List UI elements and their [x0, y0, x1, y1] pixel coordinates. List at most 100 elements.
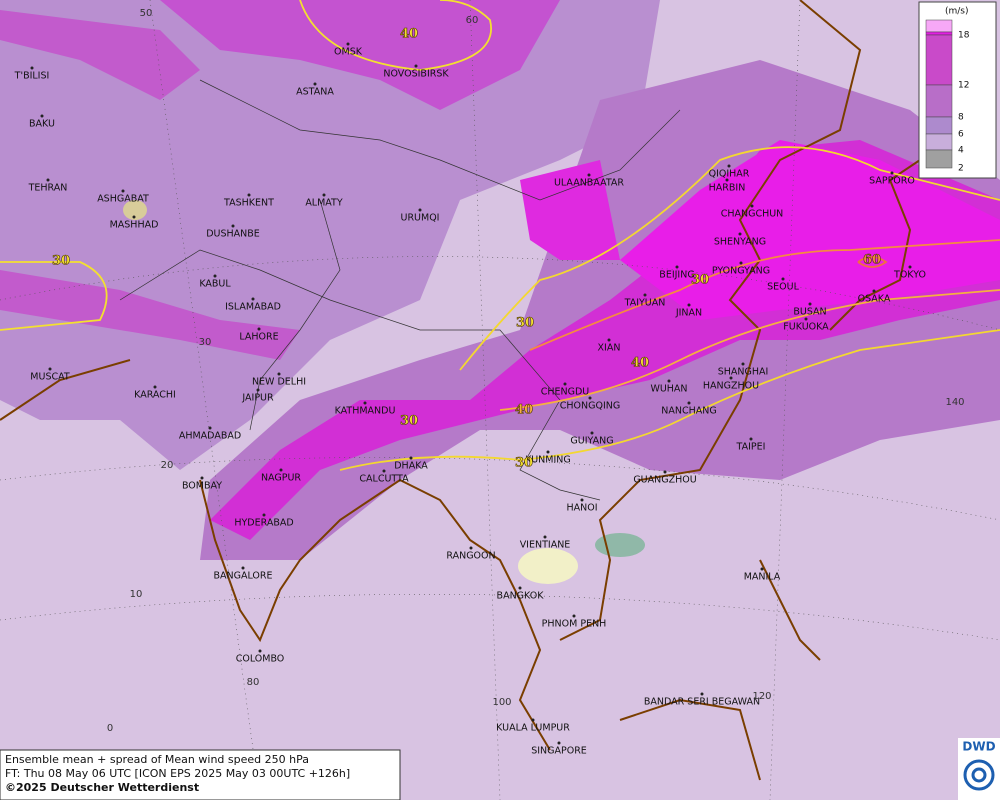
legend-scale: (m/s) 18 12 8 6 4 2: [925, 7, 970, 174]
city-dot: [557, 741, 561, 745]
city-dot: [40, 114, 44, 118]
graticule-label: 20: [161, 460, 174, 471]
city-dot: [241, 566, 245, 570]
logo-text: DWD: [962, 740, 995, 754]
city-label: PYONGYANG: [712, 266, 770, 277]
graticule-label: 100: [492, 697, 511, 708]
field-strong: [160, 0, 560, 110]
city-dot: [48, 367, 52, 371]
city-dot: [414, 64, 418, 68]
city-dot: [580, 498, 584, 502]
field-strong: [0, 10, 200, 100]
contour-label: 30: [691, 273, 709, 288]
city-dot: [749, 437, 753, 441]
spread-area: [595, 533, 645, 557]
city-label: BANGALORE: [213, 571, 272, 582]
city-label: TASHKENT: [223, 198, 274, 209]
city-dot: [546, 450, 550, 454]
city-label: MUSCAT: [30, 372, 70, 383]
city-dot: [908, 265, 912, 269]
city-label: MASHHAD: [110, 220, 159, 231]
city-label: CHONGQING: [560, 401, 620, 412]
city-label: OMSK: [334, 47, 363, 58]
graticule-label: 80: [247, 677, 260, 688]
city-label: KABUL: [199, 279, 231, 290]
city-label: NANCHANG: [661, 406, 716, 417]
legend-tick-label: 8: [958, 113, 964, 123]
footer-box: [0, 749, 401, 800]
city-label: QIQIHAR: [709, 169, 750, 180]
city-label: NAGPUR: [261, 473, 301, 484]
contour-label: 40: [515, 403, 533, 418]
footer-line: Ensemble mean + spread of Mean wind spee…: [5, 753, 309, 766]
city-dot: [543, 535, 547, 539]
graticule-label: 120: [752, 691, 771, 702]
city-dot: [132, 215, 136, 219]
city-label: T'BILISI: [14, 71, 50, 82]
city-dot: [251, 297, 255, 301]
city-label: SINGAPORE: [531, 746, 587, 757]
contour-label: 30: [52, 254, 70, 269]
legend-tick-label: 12: [958, 81, 969, 91]
city-dot: [804, 317, 808, 321]
city-label: PHNOM PENH: [542, 619, 607, 630]
city-label: WUHAN: [650, 384, 687, 395]
legend-unit: (m/s): [945, 7, 969, 17]
logo-mark: [963, 759, 995, 791]
city-label: BAKU: [29, 119, 55, 130]
city-label: DUSHANBE: [206, 229, 260, 240]
city-dot: [738, 232, 742, 236]
city-label: RANGOON: [446, 551, 495, 562]
city-dot: [781, 277, 785, 281]
graticule-label: 140: [945, 397, 964, 408]
city-dot: [667, 379, 671, 383]
city-dot: [750, 204, 754, 208]
city-label: DHAKA: [394, 461, 428, 472]
city-label: KUALA LUMPUR: [496, 723, 570, 734]
graticule-label: 30: [199, 337, 212, 348]
city-label: AHMADABAD: [179, 431, 241, 442]
city-dot: [741, 362, 745, 366]
city-dot: [313, 82, 317, 86]
coastlines: [0, 0, 921, 781]
legend-tick-label: 2: [958, 164, 964, 174]
city-label: FUKUOKA: [783, 322, 829, 333]
city-label: JINAN: [675, 308, 702, 319]
city-dot: [700, 692, 704, 696]
city-dot: [257, 327, 261, 331]
city-label: TAIYUAN: [624, 298, 666, 309]
legend-swatch: [925, 116, 953, 135]
city-label: TEHRAN: [28, 183, 68, 194]
city-dot: [607, 338, 611, 342]
legend-swatch: [925, 34, 953, 86]
city-label: GUIYANG: [570, 436, 613, 447]
city-dot: [572, 614, 576, 618]
city-dot: [872, 289, 876, 293]
city-dot: [277, 372, 281, 376]
city-label: HARBIN: [709, 183, 746, 194]
city-dot: [46, 178, 50, 182]
city-dot: [30, 66, 34, 70]
calm-area: [518, 548, 578, 584]
legend-tick-label: 18: [958, 31, 970, 41]
city-dot: [231, 224, 235, 228]
city-dot: [890, 171, 894, 175]
city-dot: [409, 456, 413, 460]
city-dot: [563, 382, 567, 386]
city-label: BEIJING: [659, 270, 694, 281]
borders: [119, 79, 681, 501]
field-strong: [0, 270, 300, 360]
city-label: SHENYANG: [714, 237, 766, 248]
city-label: CALCUTTA: [359, 474, 409, 485]
city-label: ULAANBAATAR: [554, 178, 624, 189]
city-dot: [382, 469, 386, 473]
legend-tick-label: 4: [958, 146, 964, 156]
city-dot: [208, 426, 212, 430]
city-dot: [346, 42, 350, 46]
city-label: BOMBAY: [182, 481, 222, 492]
city-dot: [258, 649, 262, 653]
city-label: COLOMBO: [236, 654, 285, 665]
city-label: SAPPORO: [869, 176, 915, 187]
city-label: BANGKOK: [497, 591, 545, 602]
footer-line: ©2025 Deutscher Wetterdienst: [5, 781, 199, 794]
